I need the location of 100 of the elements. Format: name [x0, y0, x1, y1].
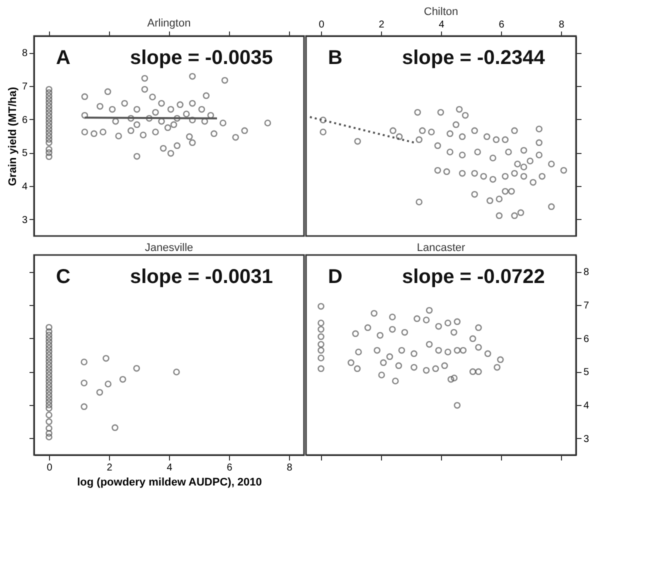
point	[502, 188, 509, 195]
point	[390, 127, 396, 134]
x-axis-title: log (powdery mildew AUDPC), 2010	[77, 476, 262, 488]
point	[469, 335, 476, 342]
point	[475, 368, 482, 376]
point	[46, 374, 52, 382]
point	[508, 188, 515, 195]
point	[46, 342, 52, 348]
point	[502, 172, 509, 180]
x-tick-label: 0	[318, 20, 325, 30]
point	[437, 108, 444, 116]
point	[46, 394, 52, 402]
point	[318, 320, 324, 326]
annotation: D	[328, 266, 342, 288]
chart-title: Lancaster	[416, 242, 466, 254]
point	[434, 166, 442, 174]
point	[414, 108, 421, 116]
x-tick-label: 8	[286, 462, 293, 474]
point	[520, 172, 528, 180]
point	[471, 190, 478, 198]
point	[392, 378, 399, 384]
x-tick-label: 2	[378, 20, 385, 30]
point	[46, 352, 52, 358]
point	[355, 348, 362, 356]
point	[102, 354, 110, 362]
point	[318, 326, 324, 333]
y-tick-label: 4	[584, 400, 590, 412]
point	[419, 127, 426, 134]
point	[435, 322, 442, 330]
point	[530, 178, 536, 186]
y-tick-label: 8	[22, 48, 28, 60]
x-tick-label: 4	[438, 20, 445, 30]
x-tick-label: 8	[558, 20, 565, 30]
point	[46, 358, 52, 366]
point	[318, 333, 324, 340]
point	[497, 356, 504, 364]
point	[520, 164, 528, 170]
point	[46, 344, 52, 352]
point	[450, 374, 458, 382]
point	[46, 382, 52, 388]
point	[376, 332, 384, 339]
point	[401, 328, 408, 336]
annotation: C	[56, 266, 70, 288]
chart-title: Arlington	[147, 18, 191, 30]
point	[396, 133, 403, 140]
point	[446, 148, 454, 156]
point	[46, 392, 52, 398]
point	[380, 359, 387, 366]
point	[511, 170, 518, 177]
point	[318, 365, 324, 372]
y-tick-label: 7	[22, 82, 28, 92]
point	[526, 158, 534, 164]
point	[471, 170, 478, 177]
point	[46, 378, 52, 386]
x-tick-label: 6	[498, 20, 505, 30]
point	[410, 364, 418, 371]
y-tick-label: 4	[22, 182, 28, 192]
y-tick-label: 3	[584, 434, 590, 445]
point	[456, 106, 463, 113]
point	[364, 324, 372, 332]
annotation: slope = -0.0031	[130, 266, 273, 288]
point	[414, 315, 420, 322]
point	[370, 310, 378, 317]
point	[496, 196, 503, 202]
point	[46, 332, 52, 338]
y-axis-title: Grain yield (MT/ha)	[6, 86, 19, 186]
point	[46, 424, 52, 432]
point	[378, 372, 385, 378]
point	[452, 121, 460, 128]
point	[96, 388, 104, 396]
point	[46, 412, 52, 418]
point	[386, 353, 394, 360]
point	[426, 306, 433, 314]
point	[471, 127, 478, 134]
point	[432, 365, 439, 372]
point	[448, 376, 454, 383]
point	[318, 354, 324, 362]
point	[46, 402, 52, 408]
point	[416, 198, 422, 206]
point	[434, 142, 442, 150]
point	[548, 160, 555, 168]
annotation: A	[56, 47, 70, 69]
point	[484, 133, 490, 140]
point	[514, 160, 521, 168]
point	[46, 338, 52, 346]
point	[422, 366, 430, 374]
point	[46, 398, 52, 406]
point	[536, 152, 542, 158]
x-tick-label: 4	[166, 462, 173, 474]
point	[320, 128, 326, 136]
point	[520, 146, 528, 154]
point	[484, 350, 492, 358]
point	[536, 126, 542, 132]
point	[374, 346, 380, 354]
point	[80, 380, 88, 386]
y-tick-label: 5	[22, 148, 28, 160]
chart-title: Janesville	[144, 242, 194, 254]
point	[46, 364, 52, 372]
annotation: slope = -0.0035	[130, 47, 273, 69]
point	[46, 368, 52, 376]
